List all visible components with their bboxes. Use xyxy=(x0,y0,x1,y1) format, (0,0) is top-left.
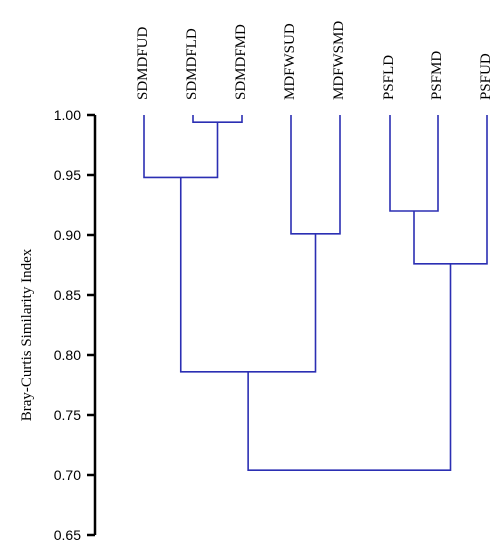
y-tick-label: 0.75 xyxy=(54,407,81,423)
leaf-label: PSFMD xyxy=(429,51,445,100)
dendrogram-link xyxy=(247,263,452,471)
y-tick-label: 0.65 xyxy=(54,527,81,543)
leaf-label: PSFUD xyxy=(478,53,494,100)
y-tick-label: 0.90 xyxy=(54,227,81,243)
dendrogram-link xyxy=(290,115,341,235)
leaf-label: SDMDFLD xyxy=(184,28,200,100)
dendrogram-link xyxy=(389,115,439,212)
y-axis: 1.00 0.95 0.90 0.85 0.80 0.75 0.70 0.65 xyxy=(54,107,97,543)
leaf-label: PSFLD xyxy=(381,55,397,100)
leaf-label: MDFWSMD xyxy=(331,21,347,100)
y-tick-label: 0.85 xyxy=(54,287,81,303)
y-tick-label: 0.80 xyxy=(54,347,81,363)
leaf-label: SDMDFMD xyxy=(233,24,249,100)
dendrogram-link xyxy=(413,115,488,265)
dendrogram-link xyxy=(143,115,219,179)
leaf-label: SDMDFUD xyxy=(135,26,151,100)
y-tick-label: 1.00 xyxy=(54,107,81,123)
leaf-label: MDFWSUD xyxy=(282,23,298,100)
y-axis-label: Bray-Curtis Similarity Index xyxy=(19,248,35,421)
dendrogram-link xyxy=(179,177,317,373)
y-tick-label: 0.95 xyxy=(54,167,81,183)
y-tick-label: 0.70 xyxy=(54,467,81,483)
y-axis-label-group: Bray-Curtis Similarity Index xyxy=(19,248,35,421)
dendrogram-links xyxy=(143,115,488,471)
leaf-labels: SDMDFUD SDMDFLD SDMDFMD MDFWSUD MDFWSMD PSFLD… xyxy=(135,21,494,100)
dendrogram-link xyxy=(192,115,243,123)
